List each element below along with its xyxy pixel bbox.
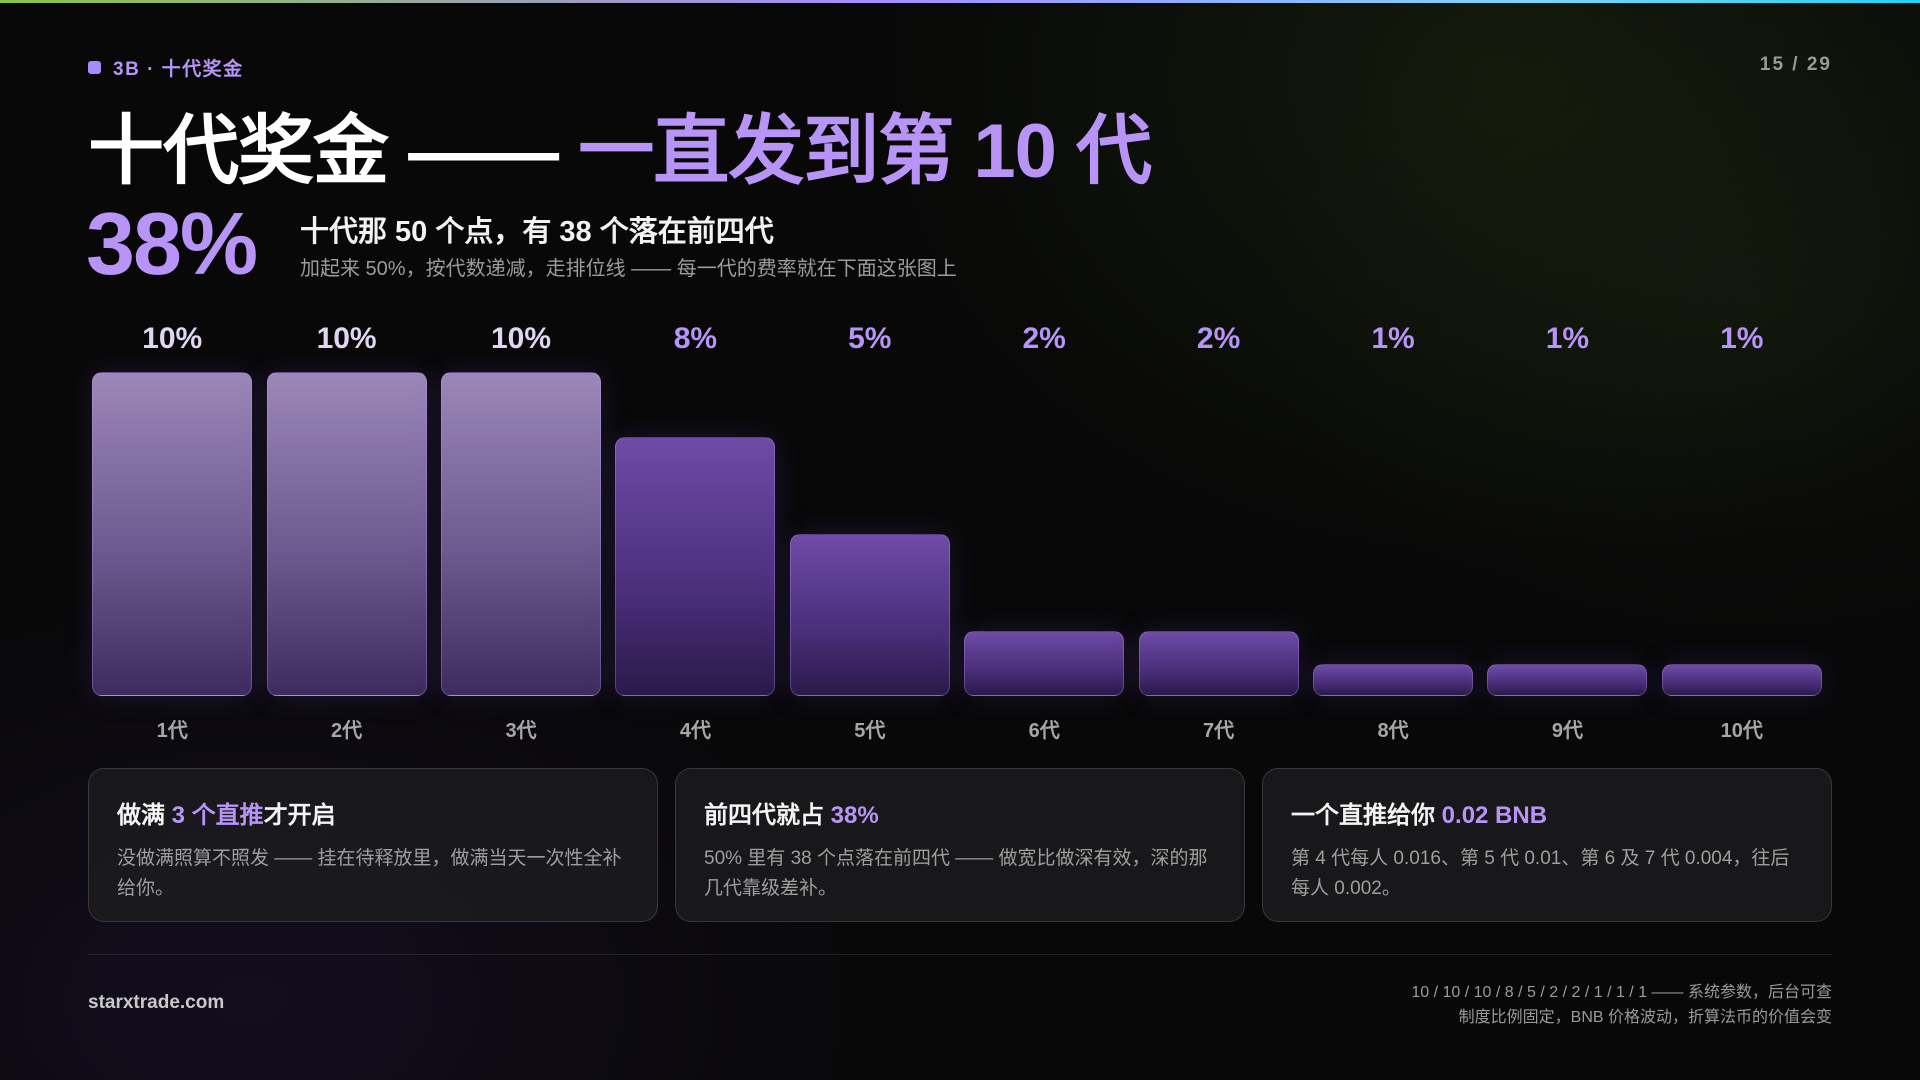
page-counter: 15 / 29: [1759, 54, 1832, 75]
bar-value-label-5: 5%: [848, 322, 892, 355]
title-main: 十代奖金 ——: [88, 109, 579, 194]
bar-value-label-8: 1%: [1371, 322, 1415, 355]
bar-7: [1138, 631, 1299, 696]
section-kicker: 3B · 十代奖金: [88, 54, 244, 81]
title-highlight: 一直发到第 10 代: [578, 109, 1152, 194]
top-gradient-line: [0, 0, 1920, 3]
page-title: 十代奖金 —— 一直发到第 10 代: [88, 108, 1152, 196]
footer-note: 10 / 10 / 10 / 8 / 5 / 2 / 2 / 1 / 1 / 1…: [1411, 980, 1832, 1030]
card-title-pre: 做满: [117, 802, 172, 829]
summary-headline: 十代那 50 个点，有 38 个落在前四代: [300, 216, 774, 248]
card-title-post: 才开启: [263, 802, 336, 829]
bar-8: [1313, 663, 1473, 696]
bar-value-label-7: 2%: [1196, 322, 1241, 355]
category-label-4: 4代: [679, 720, 711, 742]
card-body: 第 4 代每人 0.016、第 5 代 0.01、第 6 及 7 代 0.004…: [1291, 848, 1790, 899]
bar-value-label-10: 1%: [1720, 322, 1764, 355]
bar-3: [441, 372, 601, 696]
bar-value-label-6: 2%: [1022, 322, 1066, 355]
footer-note-line2: 制度比例固定，BNB 价格波动，折算法币的价值会变: [1458, 1009, 1832, 1026]
card-title-pre: 前四代就占: [704, 802, 831, 829]
bar-4: [615, 436, 776, 696]
bar-value-label-2: 10%: [316, 322, 377, 355]
card-title: 一个直推给你 0.02 BNB: [1291, 795, 1803, 830]
footer-note-line1: 10 / 10 / 10 / 8 / 5 / 2 / 2 / 1 / 1 / 1…: [1411, 984, 1832, 1001]
info-card-direct-referrals: 做满 3 个直推才开启 没做满照算不照发 —— 挂在待释放里，做满当天一次性全补…: [88, 768, 658, 922]
card-body: 没做满照算不照发 —— 挂在待释放里，做满当天一次性全补给你。: [117, 848, 622, 899]
bar-9: [1487, 663, 1648, 696]
bar-value-label-1: 10%: [142, 322, 203, 355]
summary-detail: 加起来 50%，按代数递减，走排位线 —— 每一代的费率就在下面这张图上: [300, 258, 957, 280]
card-title-pre: 一个直推给你: [1291, 802, 1442, 829]
category-label-8: 8代: [1377, 720, 1409, 742]
card-title-highlight: 0.02 BNB: [1441, 802, 1548, 829]
bar-1: [92, 372, 253, 696]
site-link[interactable]: starxtrade.com: [88, 992, 225, 1013]
kicker-label: 3B · 十代奖金: [113, 59, 244, 80]
category-label-2: 2代: [331, 720, 363, 742]
card-title: 前四代就占 38%: [704, 795, 1216, 830]
bar-6: [964, 631, 1125, 696]
category-label-6: 6代: [1028, 720, 1060, 742]
bar-10: [1661, 663, 1822, 696]
card-body: 50% 里有 38 个点落在前四代 —— 做宽比做深有效，深的那几代靠级差补。: [704, 848, 1208, 899]
bar-2: [266, 372, 427, 696]
category-label-5: 5代: [854, 720, 886, 742]
category-label-10: 10代: [1720, 720, 1763, 742]
bar-value-label-4: 8%: [673, 322, 718, 355]
bar-value-label-3: 10%: [490, 322, 552, 355]
category-label-9: 9代: [1551, 720, 1583, 742]
category-label-3: 3代: [505, 720, 537, 742]
big-stat: 38%: [86, 194, 258, 293]
info-card-bnb-per-referral: 一个直推给你 0.02 BNB 第 4 代每人 0.016、第 5 代 0.01…: [1262, 768, 1832, 922]
info-card-first-four: 前四代就占 38% 50% 里有 38 个点落在前四代 —— 做宽比做深有效，深…: [675, 768, 1245, 922]
generation-bonus-chart: 10% 1代 10% 2代 10% 3代 8% 4代 5% 5代 2% 6代 2% 7代 1% 8代 1% 9代 1…: [92, 322, 1822, 742]
card-title-highlight: 38%: [830, 802, 879, 829]
bar-value-label-9: 1%: [1545, 322, 1590, 355]
bar-5: [789, 534, 950, 696]
card-title-highlight: 3 个直推: [171, 802, 264, 829]
card-title: 做满 3 个直推才开启: [117, 795, 629, 830]
kicker-dot-icon: [88, 61, 101, 74]
footer-divider: [88, 954, 1832, 955]
category-label-7: 7代: [1203, 720, 1235, 742]
category-label-1: 1代: [156, 720, 188, 742]
